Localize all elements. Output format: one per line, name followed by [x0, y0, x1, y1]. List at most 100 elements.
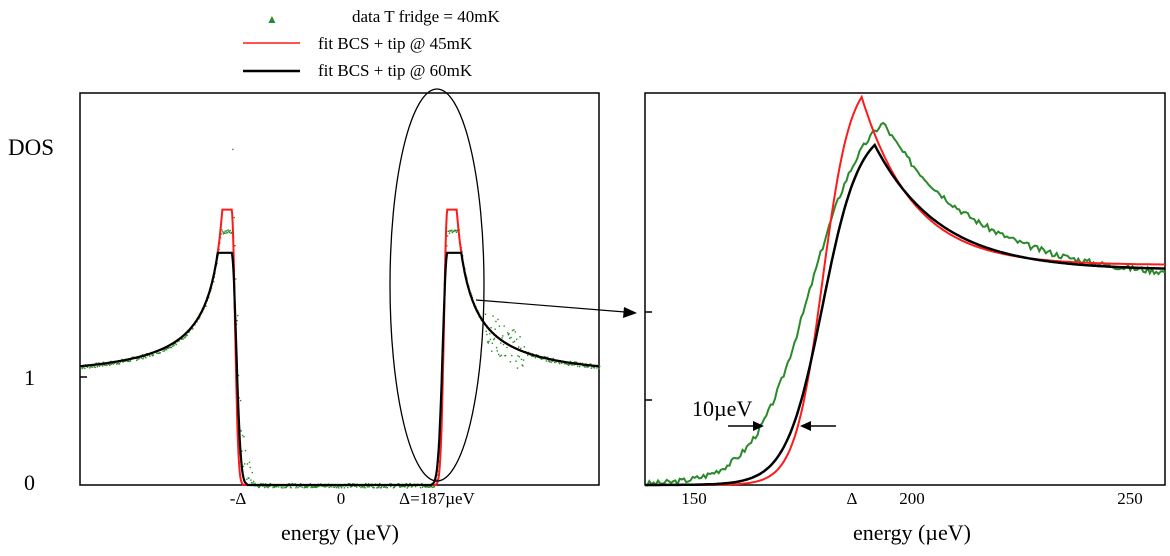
- left-data-point: [390, 485, 392, 488]
- right-panel: 150 Δ 200 250 energy (µeV) 10µeV: [644, 92, 1166, 545]
- left-data-point: [116, 362, 119, 365]
- left-data-point: [550, 361, 552, 363]
- left-data-point: [584, 366, 586, 368]
- left-data-point: [446, 245, 448, 247]
- left-data-point: [498, 353, 500, 356]
- left-data-point: [347, 486, 349, 489]
- left-data-point: [237, 374, 240, 377]
- left-data-point: [223, 232, 226, 234]
- left-data-point: [118, 363, 121, 365]
- left-data-point: [336, 486, 338, 489]
- left-data-point: [338, 487, 340, 489]
- left-data-point: [99, 364, 101, 366]
- left-data-point: [581, 362, 584, 364]
- left-data-point: [191, 327, 193, 330]
- left-data-point: [522, 365, 524, 367]
- left-data-point: [212, 280, 215, 283]
- left-data-point: [235, 278, 237, 280]
- left-data-point: [110, 363, 112, 366]
- left-data-point: [453, 230, 455, 233]
- left-data-point: [364, 487, 366, 489]
- left-data-point: [305, 485, 307, 488]
- left-data-point: [250, 479, 252, 481]
- left-data-point: [301, 486, 303, 488]
- left-data-point: [433, 486, 435, 488]
- left-data-point: [170, 346, 173, 349]
- left-data-point: [297, 486, 299, 489]
- left-data-point: [508, 333, 510, 335]
- left-data-point: [152, 355, 154, 357]
- left-data-point: [220, 233, 222, 235]
- left-data-point: [367, 483, 370, 485]
- left-data-point: [252, 482, 254, 484]
- left-data-point: [453, 230, 456, 232]
- left-data-point: [492, 315, 494, 317]
- left-data-point: [89, 367, 91, 369]
- left-data-point: [421, 486, 424, 489]
- left-data-point: [119, 361, 121, 363]
- left-data-point: [510, 336, 512, 339]
- left-data-point: [315, 485, 317, 488]
- left-data-point: [507, 334, 510, 336]
- left-data-point: [593, 367, 595, 369]
- left-data-point: [277, 486, 280, 488]
- left-data-point: [234, 245, 236, 247]
- left-data-point: [509, 337, 511, 339]
- left-data-point: [431, 486, 433, 489]
- left-data-point: [489, 333, 491, 335]
- left-data-point: [362, 486, 364, 489]
- left-data-point: [389, 483, 391, 485]
- width-annotation-label: 10µeV: [692, 396, 752, 421]
- left-data-point: [586, 365, 588, 367]
- left-data-point: [236, 320, 238, 322]
- left-data-point: [281, 487, 283, 489]
- left-data-point: [246, 463, 249, 465]
- left-data-point: [554, 361, 556, 364]
- left-data-point: [502, 343, 505, 346]
- left-data-point: [223, 231, 225, 234]
- left-data-point: [419, 487, 422, 489]
- left-data-point: [334, 486, 336, 489]
- left-data-point: [423, 485, 426, 487]
- left-xtick-delta: Δ=187µeV: [399, 489, 475, 508]
- left-data-point: [578, 365, 581, 368]
- left-ytick-0: 0: [24, 470, 35, 495]
- left-data-point: [513, 340, 516, 343]
- left-ylabel: DOS: [8, 135, 54, 160]
- left-data-point: [516, 367, 519, 369]
- left-data-point: [173, 344, 175, 347]
- left-data-point: [145, 357, 147, 359]
- left-data-point: [127, 360, 130, 362]
- left-data-point: [496, 350, 498, 352]
- left-data-point: [303, 487, 305, 489]
- left-data-point: [573, 364, 575, 366]
- left-data-point: [311, 485, 313, 487]
- left-data-point: [244, 449, 247, 452]
- zoom-arrow: [475, 299, 637, 318]
- left-data-point: [599, 365, 601, 368]
- left-data-point: [511, 329, 514, 332]
- left-data-point: [307, 486, 309, 488]
- left-data-point: [90, 366, 92, 368]
- left-data-point: [159, 352, 161, 354]
- left-data-point: [534, 357, 536, 359]
- left-data-point: [112, 363, 114, 365]
- left-data-point: [198, 318, 200, 320]
- left-data-point: [229, 229, 231, 232]
- left-data-point: [272, 486, 274, 489]
- left-data-point: [518, 346, 520, 348]
- left-data-point: [248, 461, 251, 464]
- left-data-point: [454, 229, 456, 231]
- left-data-point: [149, 355, 151, 357]
- left-data-point: [432, 486, 435, 488]
- left-data-point: [399, 486, 402, 488]
- left-data-point: [405, 483, 408, 485]
- left-data-point: [567, 364, 570, 366]
- left-data-point: [131, 356, 134, 358]
- left-data-point: [310, 486, 312, 489]
- right-series-fit60: [645, 142, 1166, 487]
- left-data-point: [275, 486, 278, 488]
- left-data-point: [205, 305, 207, 307]
- left-data-point: [343, 487, 346, 489]
